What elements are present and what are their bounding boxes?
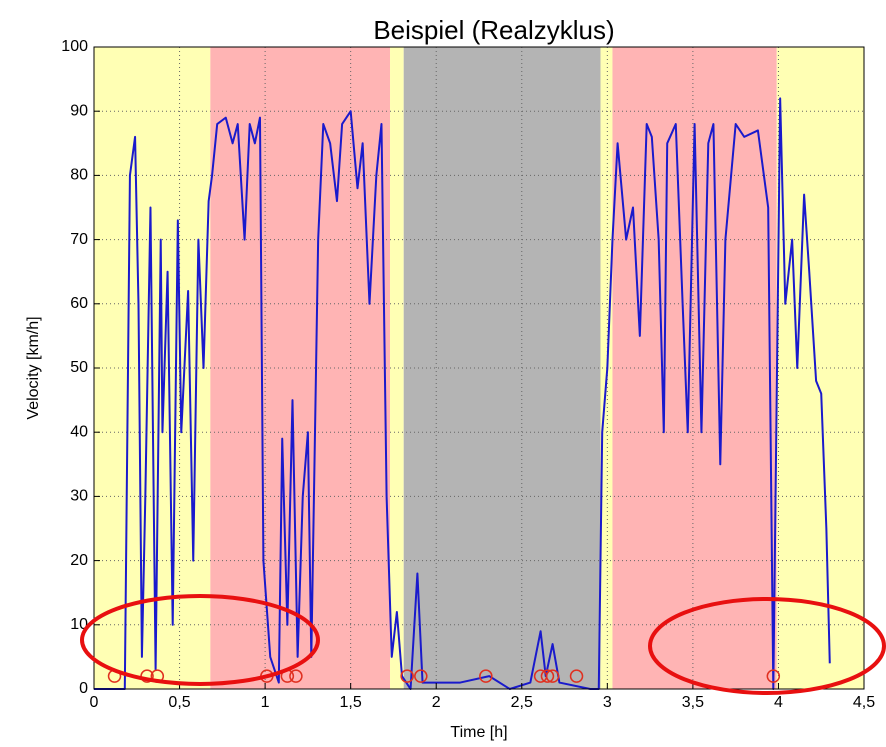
y-tick-label: 40 — [70, 423, 88, 440]
x-tick-label: 0,5 — [168, 694, 190, 711]
y-tick-label: 90 — [70, 102, 88, 119]
x-tick-label: 1 — [261, 694, 270, 711]
x-axis-label: Time [h] — [450, 724, 507, 741]
plot — [94, 97, 831, 690]
chart-title: Beispiel (Realzyklus) — [373, 15, 614, 45]
marker — [140, 669, 154, 683]
x-tick-label: 3,5 — [682, 694, 704, 711]
ticks: 0 0,5 1 1,5 2 2,5 3 3,5 4 4,501020304050607080901… — [61, 38, 875, 711]
marker — [545, 669, 560, 683]
y-tick-label: 0 — [79, 680, 88, 697]
y-tick-label: 100 — [61, 38, 88, 55]
y-axis-label: Velocity [km/h] — [25, 316, 42, 419]
x-tick-label: 2,5 — [511, 694, 533, 711]
velocity-line — [94, 97, 831, 690]
x-tick-label: 4,5 — [853, 694, 875, 711]
marker — [414, 669, 428, 683]
region — [776, 47, 864, 689]
x-tick-label: 2 — [432, 694, 441, 711]
y-tick-label: 80 — [70, 167, 88, 184]
x-tick-label: 3 — [603, 694, 612, 711]
marker — [540, 669, 555, 683]
highlight-ellipse — [648, 597, 886, 695]
marker — [766, 669, 781, 683]
highlight-ellipse — [80, 594, 320, 686]
marker — [289, 669, 303, 683]
marker — [479, 669, 493, 683]
marker — [400, 669, 414, 683]
y-tick-label: 50 — [70, 359, 88, 376]
y-tick-label: 70 — [70, 231, 88, 248]
x-tick-label: 1,5 — [340, 694, 362, 711]
x-tick-label: 4 — [774, 694, 783, 711]
y-tick-label: 20 — [70, 552, 88, 569]
marker — [569, 669, 584, 683]
y-tick-label: 30 — [70, 488, 88, 505]
y-tick-label: 60 — [70, 295, 88, 312]
x-tick-label: 0 — [90, 694, 99, 711]
region — [390, 47, 404, 689]
